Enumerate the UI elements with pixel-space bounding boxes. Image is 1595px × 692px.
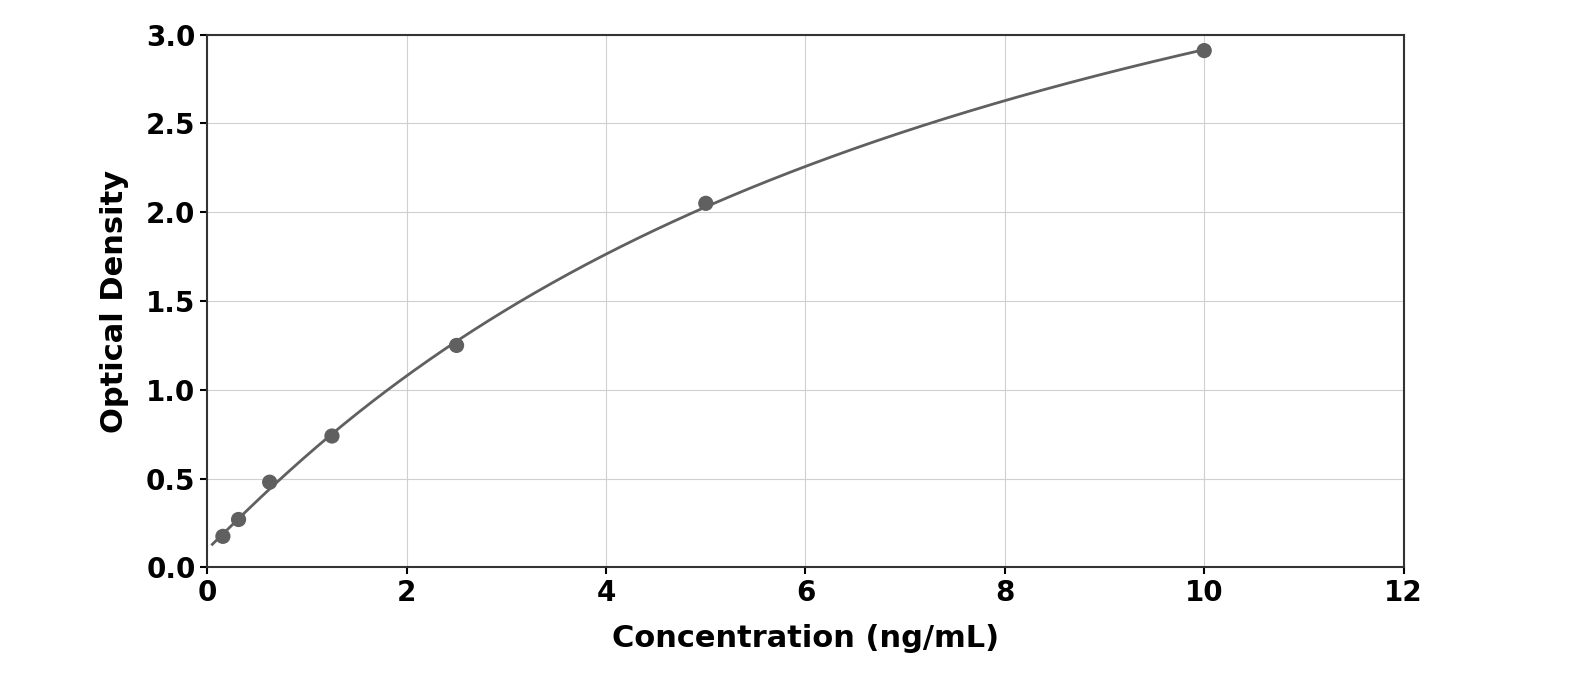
Point: [211, 531, 236, 542]
Point: [257, 477, 282, 488]
Point: [443, 340, 469, 351]
Y-axis label: Optical Density: Optical Density: [100, 170, 129, 432]
Point: [694, 198, 719, 209]
Point: [319, 430, 345, 441]
Point: [1191, 45, 1217, 56]
Point: [226, 514, 252, 525]
X-axis label: Concentration (ng/mL): Concentration (ng/mL): [612, 624, 998, 653]
